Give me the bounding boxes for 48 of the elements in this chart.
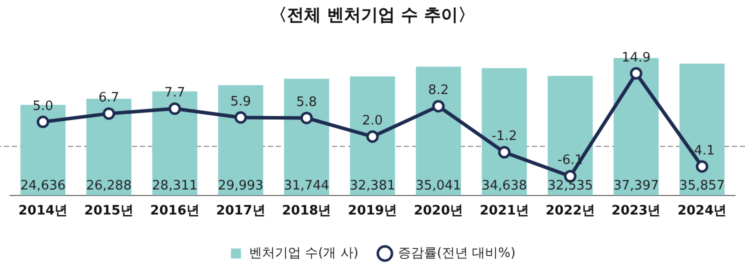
data-label: 8.2 xyxy=(428,83,449,98)
x-tick-label: 2017년 xyxy=(216,204,266,219)
point xyxy=(168,102,182,115)
legend-label: 증감률(전년 대비%) xyxy=(398,246,516,261)
bar xyxy=(218,85,264,196)
data-label: 29,993 xyxy=(218,178,264,194)
data-label: 32,535 xyxy=(547,178,593,194)
x-tick-label: 2024년 xyxy=(677,204,727,219)
data-label: 34,638 xyxy=(482,178,528,194)
point xyxy=(432,100,445,112)
data-label: 5.8 xyxy=(296,94,317,110)
data-label: 2.0 xyxy=(362,113,383,128)
data-label: 26,288 xyxy=(86,178,132,194)
point xyxy=(366,130,379,143)
x-tick-label: 2023년 xyxy=(612,204,661,219)
point xyxy=(696,160,708,173)
point xyxy=(300,112,313,124)
x-tick-label: 2014년 xyxy=(18,204,68,219)
data-label: 35,041 xyxy=(416,178,462,194)
x-tick-label: 2021년 xyxy=(480,204,529,219)
x-tick-label: 2019년 xyxy=(348,204,398,219)
bar xyxy=(680,64,725,196)
bar xyxy=(548,76,593,196)
bar xyxy=(350,76,396,196)
x-tick-label: 2022년 xyxy=(546,204,595,219)
bar xyxy=(284,78,330,196)
bar xyxy=(416,66,461,196)
legend-label: 벤처기업 수(개 사) xyxy=(248,246,358,261)
data-label: 37,397 xyxy=(613,178,659,194)
data-label: 28,311 xyxy=(152,178,198,194)
data-label: 24,636 xyxy=(20,178,66,194)
point xyxy=(234,111,247,124)
data-label: 35,857 xyxy=(679,178,725,194)
data-label: 6.7 xyxy=(98,90,120,106)
chart-title: 〈전체 벤처기업 수 추이〉 xyxy=(270,6,475,26)
point xyxy=(498,146,511,159)
point xyxy=(36,116,50,128)
point xyxy=(102,107,116,120)
bar xyxy=(482,68,527,196)
data-label: 5.9 xyxy=(230,94,252,110)
data-label: -1.2 xyxy=(492,129,518,144)
data-label: 32,381 xyxy=(350,178,396,194)
point xyxy=(630,67,642,80)
x-tick-label: 2016년 xyxy=(150,204,200,219)
x-tick-label: 2018년 xyxy=(282,204,332,219)
x-tick-label: 2020년 xyxy=(414,204,464,219)
x-tick-label: 2015년 xyxy=(84,204,134,219)
data-label: 31,744 xyxy=(284,178,330,194)
